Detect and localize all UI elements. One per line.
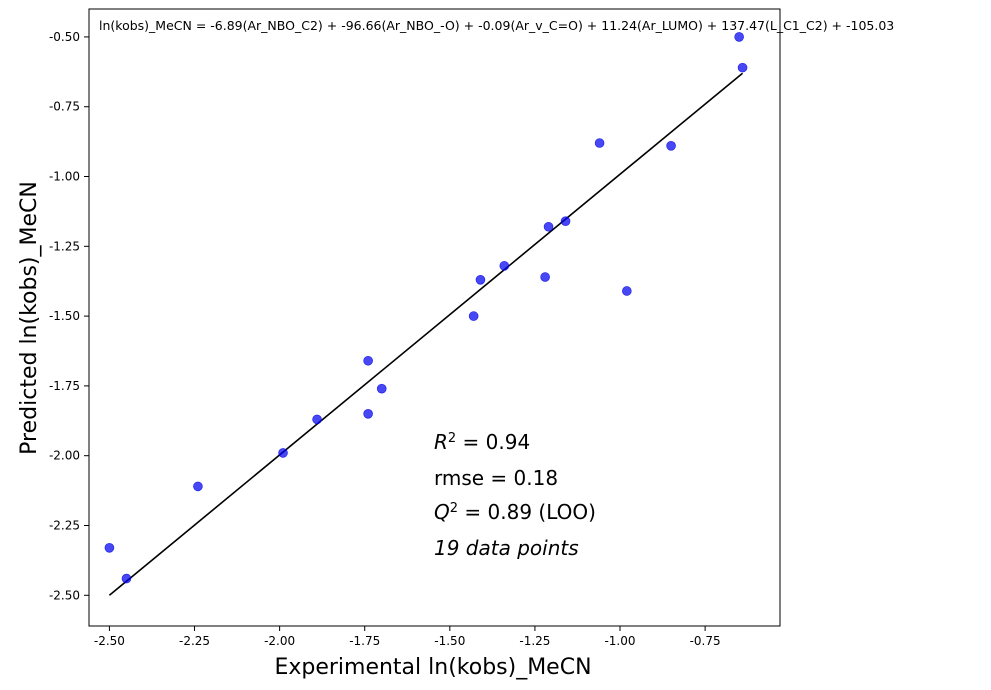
x-tick-label: -2.25 bbox=[179, 634, 210, 648]
regression-equation: ln(kobs)_MeCN = -6.89(Ar_NBO_C2) + -96.6… bbox=[99, 18, 894, 33]
x-tick-label: -1.75 bbox=[349, 634, 380, 648]
x-axis-ticks: -2.50 -2.25 -2.00 -1.75 -1.50 -1.25 -1.00 -0.75 bbox=[94, 626, 721, 648]
y-tick-label: -0.50 bbox=[49, 30, 80, 44]
y-tick-label: -2.50 bbox=[49, 588, 80, 602]
data-point bbox=[468, 311, 479, 321]
regression-fit-line bbox=[108, 72, 744, 596]
y-axis-label: Predicted ln(kobs)_MeCN bbox=[17, 181, 42, 455]
data-point bbox=[622, 286, 632, 296]
x-tick-label: -0.75 bbox=[690, 634, 721, 648]
x-tick-label: -1.50 bbox=[434, 634, 465, 648]
data-point bbox=[543, 221, 554, 232]
x-tick-label: -2.00 bbox=[264, 634, 295, 648]
rmse-stat: rmse = 0.18 bbox=[434, 466, 558, 490]
y-tick-label: -1.25 bbox=[49, 239, 80, 253]
r2-stat: R2 = 0.94 bbox=[434, 430, 530, 454]
data-point bbox=[666, 141, 676, 151]
y-tick-label: -1.75 bbox=[49, 379, 80, 393]
data-point-count: 19 data points bbox=[434, 536, 579, 560]
data-point bbox=[560, 216, 571, 226]
x-axis-label: Experimental ln(kobs)_MeCN bbox=[274, 655, 591, 680]
data-point bbox=[475, 275, 486, 285]
fit-line-group bbox=[108, 72, 744, 596]
y-tick-label: -1.50 bbox=[49, 309, 80, 323]
q2-stat: Q2 = 0.89 (LOO) bbox=[434, 500, 596, 524]
y-tick-label: -1.00 bbox=[49, 170, 80, 184]
data-point bbox=[376, 383, 387, 394]
data-point bbox=[734, 32, 744, 42]
data-points bbox=[104, 32, 748, 584]
y-tick-label: -2.25 bbox=[49, 518, 80, 532]
data-point bbox=[278, 448, 288, 458]
plot-area bbox=[88, 8, 781, 627]
x-tick-label: -2.50 bbox=[94, 634, 125, 648]
data-point bbox=[363, 355, 373, 366]
data-point bbox=[104, 543, 115, 553]
data-point bbox=[312, 414, 322, 425]
data-point bbox=[540, 272, 550, 282]
data-point bbox=[121, 573, 132, 584]
y-tick-label: -2.00 bbox=[49, 449, 80, 463]
data-point bbox=[363, 409, 373, 419]
y-axis-ticks: -0.50 -0.75 -1.00 -1.25 -1.50 -1.75 -2.00 -2.25… bbox=[49, 30, 89, 602]
data-point bbox=[594, 138, 605, 148]
data-point bbox=[193, 481, 203, 492]
data-point bbox=[499, 261, 510, 271]
y-tick-label: -0.75 bbox=[49, 100, 80, 114]
x-tick-label: -1.00 bbox=[604, 634, 635, 648]
data-point bbox=[737, 62, 748, 73]
x-tick-label: -1.25 bbox=[519, 634, 550, 648]
